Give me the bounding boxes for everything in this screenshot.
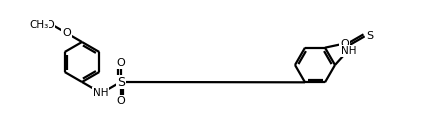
Text: O: O — [116, 58, 125, 68]
Text: O: O — [45, 19, 54, 29]
Text: CH₃: CH₃ — [29, 19, 49, 29]
Text: O: O — [340, 39, 349, 49]
Text: S: S — [117, 76, 125, 88]
Text: NH: NH — [92, 88, 108, 98]
Text: NH: NH — [340, 46, 356, 56]
Text: S: S — [366, 31, 373, 41]
Text: O: O — [62, 28, 71, 38]
Text: O: O — [116, 96, 125, 106]
